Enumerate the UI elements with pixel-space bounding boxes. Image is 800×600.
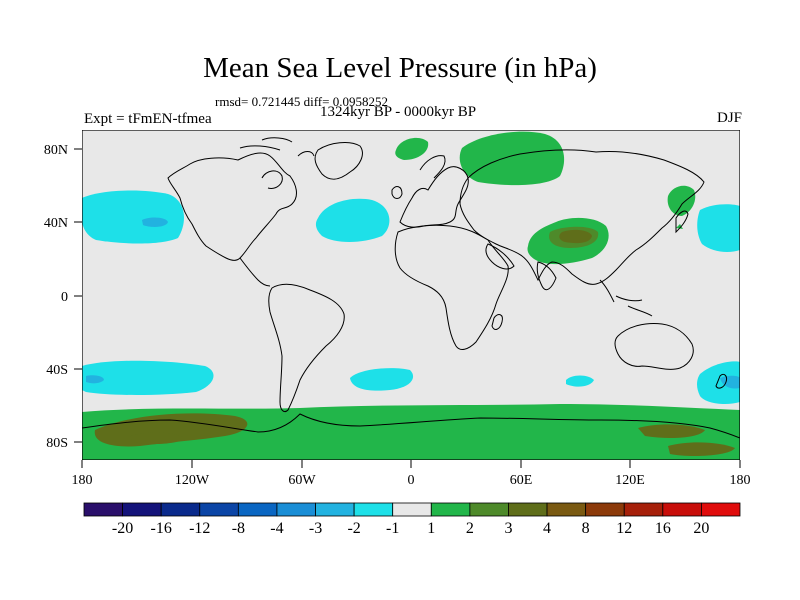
colorbar-swatch [585,502,625,517]
coast-new-zealand [715,373,727,389]
colorbar-label: -20 [112,520,133,537]
coast-british-isles [391,186,403,199]
colorbar-label: 16 [655,520,671,537]
colorbar-label: -1 [386,520,399,537]
colorbar-label: -2 [347,520,360,537]
rmsd-diff-stats: rmsd= 0.721445 diff= 0.0958252 [215,94,388,109]
colorbar [83,502,741,517]
lon-label-120e: 120E [615,473,645,488]
coast-southeast-asia [599,279,653,317]
lat-label-80n: 80N [44,143,68,158]
south-pacific-core [86,375,104,384]
coast-arabia [485,243,515,270]
colorbar-label: -12 [189,520,210,537]
colorbar-label: -3 [309,520,322,537]
colorbar-swatch [83,502,123,517]
axis-ticks [74,148,741,468]
kamchatka-small-positive [676,224,683,229]
colorbar-label: 20 [693,520,709,537]
coast-north-america [167,152,297,261]
colorbar-swatch [315,502,355,517]
colorbar-label: -16 [151,520,172,537]
lat-label-40n: 40N [44,216,68,231]
lat-label-equator: 0 [61,290,68,305]
coast-asia [459,149,705,285]
colorbar-label: 8 [582,520,590,537]
south-pacific-negative [82,360,214,395]
south-indian-negative [566,375,594,387]
colorbar-swatch [237,502,278,517]
colorbar-swatch [701,502,741,517]
colorbar-swatch [122,502,162,517]
colorbar-label: -4 [270,520,283,537]
colorbar-swatch [430,502,471,517]
coast-africa [394,224,509,350]
kamchatka-positive [667,185,696,216]
lat-label-40s: 40S [46,363,68,378]
antarctic-dark-patch-west-2 [130,432,185,445]
lon-label-180-west: 180 [72,473,93,488]
north-pacific-core [142,217,168,227]
season-label: DJF [716,110,742,126]
antarctic-dark-patch-east [638,424,705,438]
antarctic-positive-band [82,404,740,460]
coast-canadian-arctic [239,137,315,157]
north-atlantic-negative [315,198,390,242]
colorbar-swatch [199,502,239,517]
coast-madagascar [491,314,503,330]
lon-label-60w: 60W [288,473,316,488]
colorbar-swatch [392,502,432,517]
lon-label-120w: 120W [175,473,210,488]
colorbar-label: 2 [466,520,474,537]
colorbar-swatch [662,502,702,517]
neutral-field [82,130,740,460]
coast-greenland [314,142,363,180]
coast-japan [675,210,689,234]
lon-label-180-east: 180 [730,473,751,488]
coast-antarctica [82,413,740,439]
south-pacific-east-core [720,375,740,389]
map-panel [82,130,740,460]
coast-australia [614,323,694,370]
colorbar-swatch [469,502,509,517]
south-atlantic-negative [350,368,414,391]
coast-scandinavia [419,155,446,179]
colorbar-label: 1 [427,520,435,537]
arctic-positive-small [395,137,429,160]
north-pacific-negative [82,190,184,244]
coast-hudson-bay [261,170,283,189]
north-pacific-east-edge [697,204,740,252]
coast-south-america [268,283,345,413]
time-period-label: 1324kyr BP - 0000kyr BP [320,104,477,120]
colorbar-labels: -20 -16 -12 -8 -4 -3 -2 -1 1 2 3 4 8 12 16 20 [112,520,709,537]
colorbar-swatch [546,502,587,517]
lat-label-80s: 80S [46,436,68,451]
coast-india [536,261,557,291]
colorbar-label: 12 [616,520,632,537]
colorbar-swatch [623,502,664,517]
colorbar-swatch [353,502,394,517]
colorbar-label: -8 [232,520,245,537]
map-title: Mean Sea Level Pressure (in hPa) [203,52,597,84]
arctic-positive-siberia [459,131,565,186]
colorbar-swatch [276,502,316,517]
colorbar-swatch [508,502,548,517]
coast-central-america [239,257,271,287]
lon-label-60e: 60E [510,473,533,488]
colorbar-label: 4 [543,520,551,537]
coastlines [82,137,740,439]
colorbar-label: 3 [504,520,512,537]
south-pacific-east-negative [697,361,740,404]
experiment-label: Expt = tFmEN-tfmea [84,111,212,127]
antarctic-dark-patch-far-east [668,442,735,456]
asia-core-dark [559,229,592,244]
colorbar-swatch [160,502,201,517]
lon-label-0: 0 [408,473,415,488]
